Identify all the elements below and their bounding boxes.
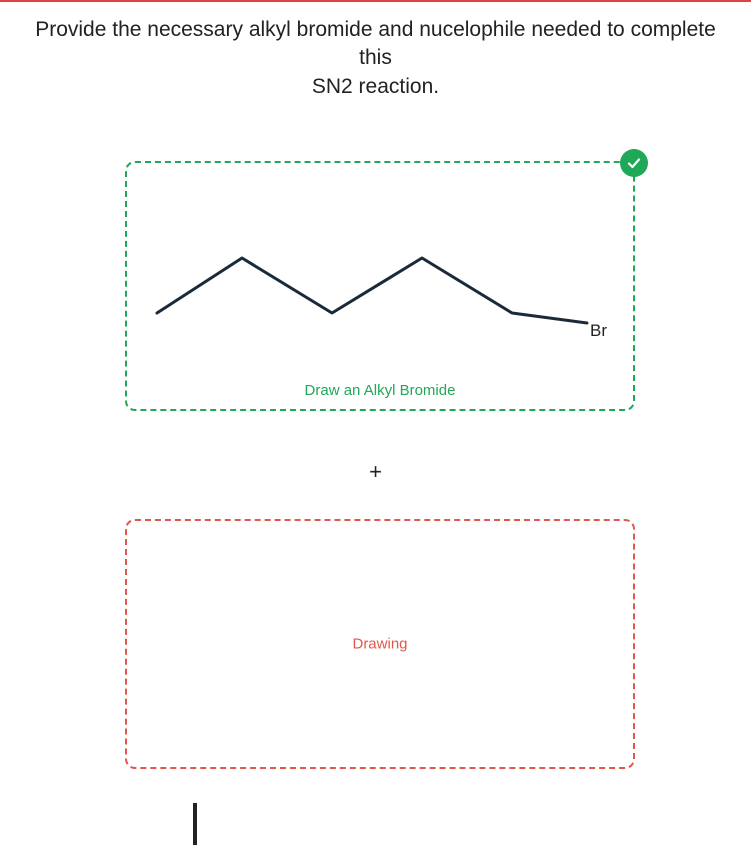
question-text: Provide the necessary alkyl bromide and … <box>0 2 751 101</box>
checkmark-icon <box>620 149 648 177</box>
question-line1: Provide the necessary alkyl bromide and … <box>35 18 716 69</box>
plus-symbol: + <box>0 459 751 485</box>
molecule-drawing: Br <box>147 193 617 363</box>
box1-label: Draw an Alkyl Bromide <box>127 382 633 399</box>
arrow-stub <box>193 803 197 845</box>
question-line2: SN2 reaction. <box>312 75 439 98</box>
nucleophile-box[interactable]: Drawing <box>125 519 635 769</box>
atom-label-br: Br <box>590 321 607 341</box>
box2-label: Drawing <box>127 636 633 653</box>
molecule-skeleton <box>157 258 587 323</box>
alkyl-bromide-box[interactable]: Br Draw an Alkyl Bromide <box>125 161 635 411</box>
